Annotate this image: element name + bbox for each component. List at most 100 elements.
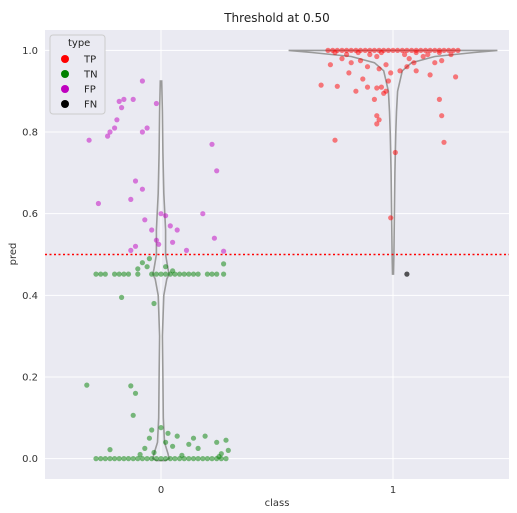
point-fp — [153, 100, 159, 107]
legend-label-fp: FP — [84, 85, 96, 96]
legend: type TP TN FP FN — [49, 34, 106, 115]
point-tn — [179, 452, 185, 458]
point-tp — [385, 78, 391, 84]
y-tick-label: 0.0 — [22, 454, 38, 465]
point-tp — [381, 90, 387, 96]
point-tp — [357, 58, 364, 64]
point-tp — [332, 49, 338, 56]
legend-label-fn: FN — [84, 100, 97, 111]
point-tp — [402, 51, 408, 58]
point-tn — [204, 456, 210, 462]
point-tn — [132, 390, 139, 396]
point-tn — [112, 456, 118, 462]
point-tn — [93, 456, 99, 462]
chart-title: Threshold at 0.50 — [223, 11, 330, 25]
point-tn — [209, 271, 215, 277]
point-tp — [427, 72, 433, 78]
point-fp — [128, 196, 134, 202]
point-tn — [116, 271, 122, 277]
point-fp — [95, 200, 101, 207]
point-tn — [149, 456, 155, 462]
point-tp — [367, 47, 373, 54]
point-tp — [378, 84, 384, 90]
point-tn — [170, 443, 176, 449]
point-tn — [135, 266, 141, 272]
point-tp — [425, 51, 431, 58]
point-fp — [174, 227, 180, 233]
point-tn — [221, 271, 227, 277]
point-tn — [125, 271, 132, 277]
point-tp — [439, 113, 445, 119]
point-tn — [209, 456, 215, 462]
point-tp — [339, 56, 345, 62]
y-axis-label: pred — [8, 243, 19, 266]
point-fp — [132, 243, 139, 249]
point-tp — [344, 51, 350, 58]
point-tn — [149, 271, 155, 277]
legend-title: type — [68, 38, 90, 49]
legend-label-tn: TN — [83, 70, 98, 81]
point-tp — [420, 53, 426, 60]
point-tn — [170, 268, 176, 274]
point-fp — [132, 178, 139, 184]
point-fp — [116, 98, 122, 104]
point-fp — [163, 213, 169, 219]
point-tp — [439, 58, 445, 64]
point-tn — [128, 383, 134, 389]
point-tp — [422, 47, 429, 54]
point-fp — [214, 168, 220, 174]
point-fp — [211, 235, 217, 241]
point-tn — [98, 271, 104, 277]
point-tp — [348, 47, 354, 54]
point-tn — [223, 456, 229, 462]
point-fp — [158, 211, 164, 217]
point-fp — [114, 117, 120, 123]
point-tp — [385, 47, 391, 54]
y-tick-label: 0.8 — [22, 128, 38, 139]
point-tp — [374, 53, 380, 60]
point-tn — [112, 271, 118, 277]
legend-marker-fn — [61, 100, 69, 108]
point-tn — [121, 271, 127, 277]
point-tn — [139, 260, 145, 266]
point-tp — [344, 47, 350, 54]
point-tp — [404, 47, 410, 54]
point-tp — [418, 47, 424, 54]
point-fp — [130, 96, 136, 102]
point-tn — [116, 456, 122, 462]
point-fp — [112, 125, 118, 131]
point-tp — [367, 51, 373, 58]
legend-box — [49, 34, 106, 115]
legend-marker-tn — [61, 70, 69, 78]
point-tp — [371, 47, 377, 54]
point-tn — [163, 456, 169, 462]
point-fp — [170, 239, 176, 245]
point-tn — [121, 456, 127, 462]
point-tp — [362, 47, 368, 54]
point-tp — [378, 49, 384, 56]
point-tp — [413, 49, 419, 56]
point-tn — [139, 456, 145, 462]
point-tn — [102, 456, 108, 462]
point-tn — [146, 435, 152, 441]
point-tn — [130, 456, 136, 462]
point-tp — [383, 62, 389, 68]
point-tp — [364, 64, 371, 70]
point-tp — [348, 60, 354, 66]
point-tp — [346, 70, 352, 76]
point-tn — [190, 456, 197, 462]
y-tick-label: 0.2 — [22, 372, 38, 383]
point-tp — [371, 96, 377, 102]
x-tick-label: 0 — [158, 485, 164, 496]
point-tp — [448, 51, 454, 58]
x-axis-label: class — [265, 498, 290, 509]
point-tn — [172, 456, 178, 462]
point-tn — [135, 271, 141, 277]
point-tn — [102, 271, 108, 277]
point-fp — [200, 211, 206, 217]
point-tn — [195, 456, 201, 462]
point-tn — [174, 433, 180, 439]
point-tp — [453, 74, 459, 80]
point-tp — [388, 70, 394, 76]
point-tn — [146, 256, 152, 262]
